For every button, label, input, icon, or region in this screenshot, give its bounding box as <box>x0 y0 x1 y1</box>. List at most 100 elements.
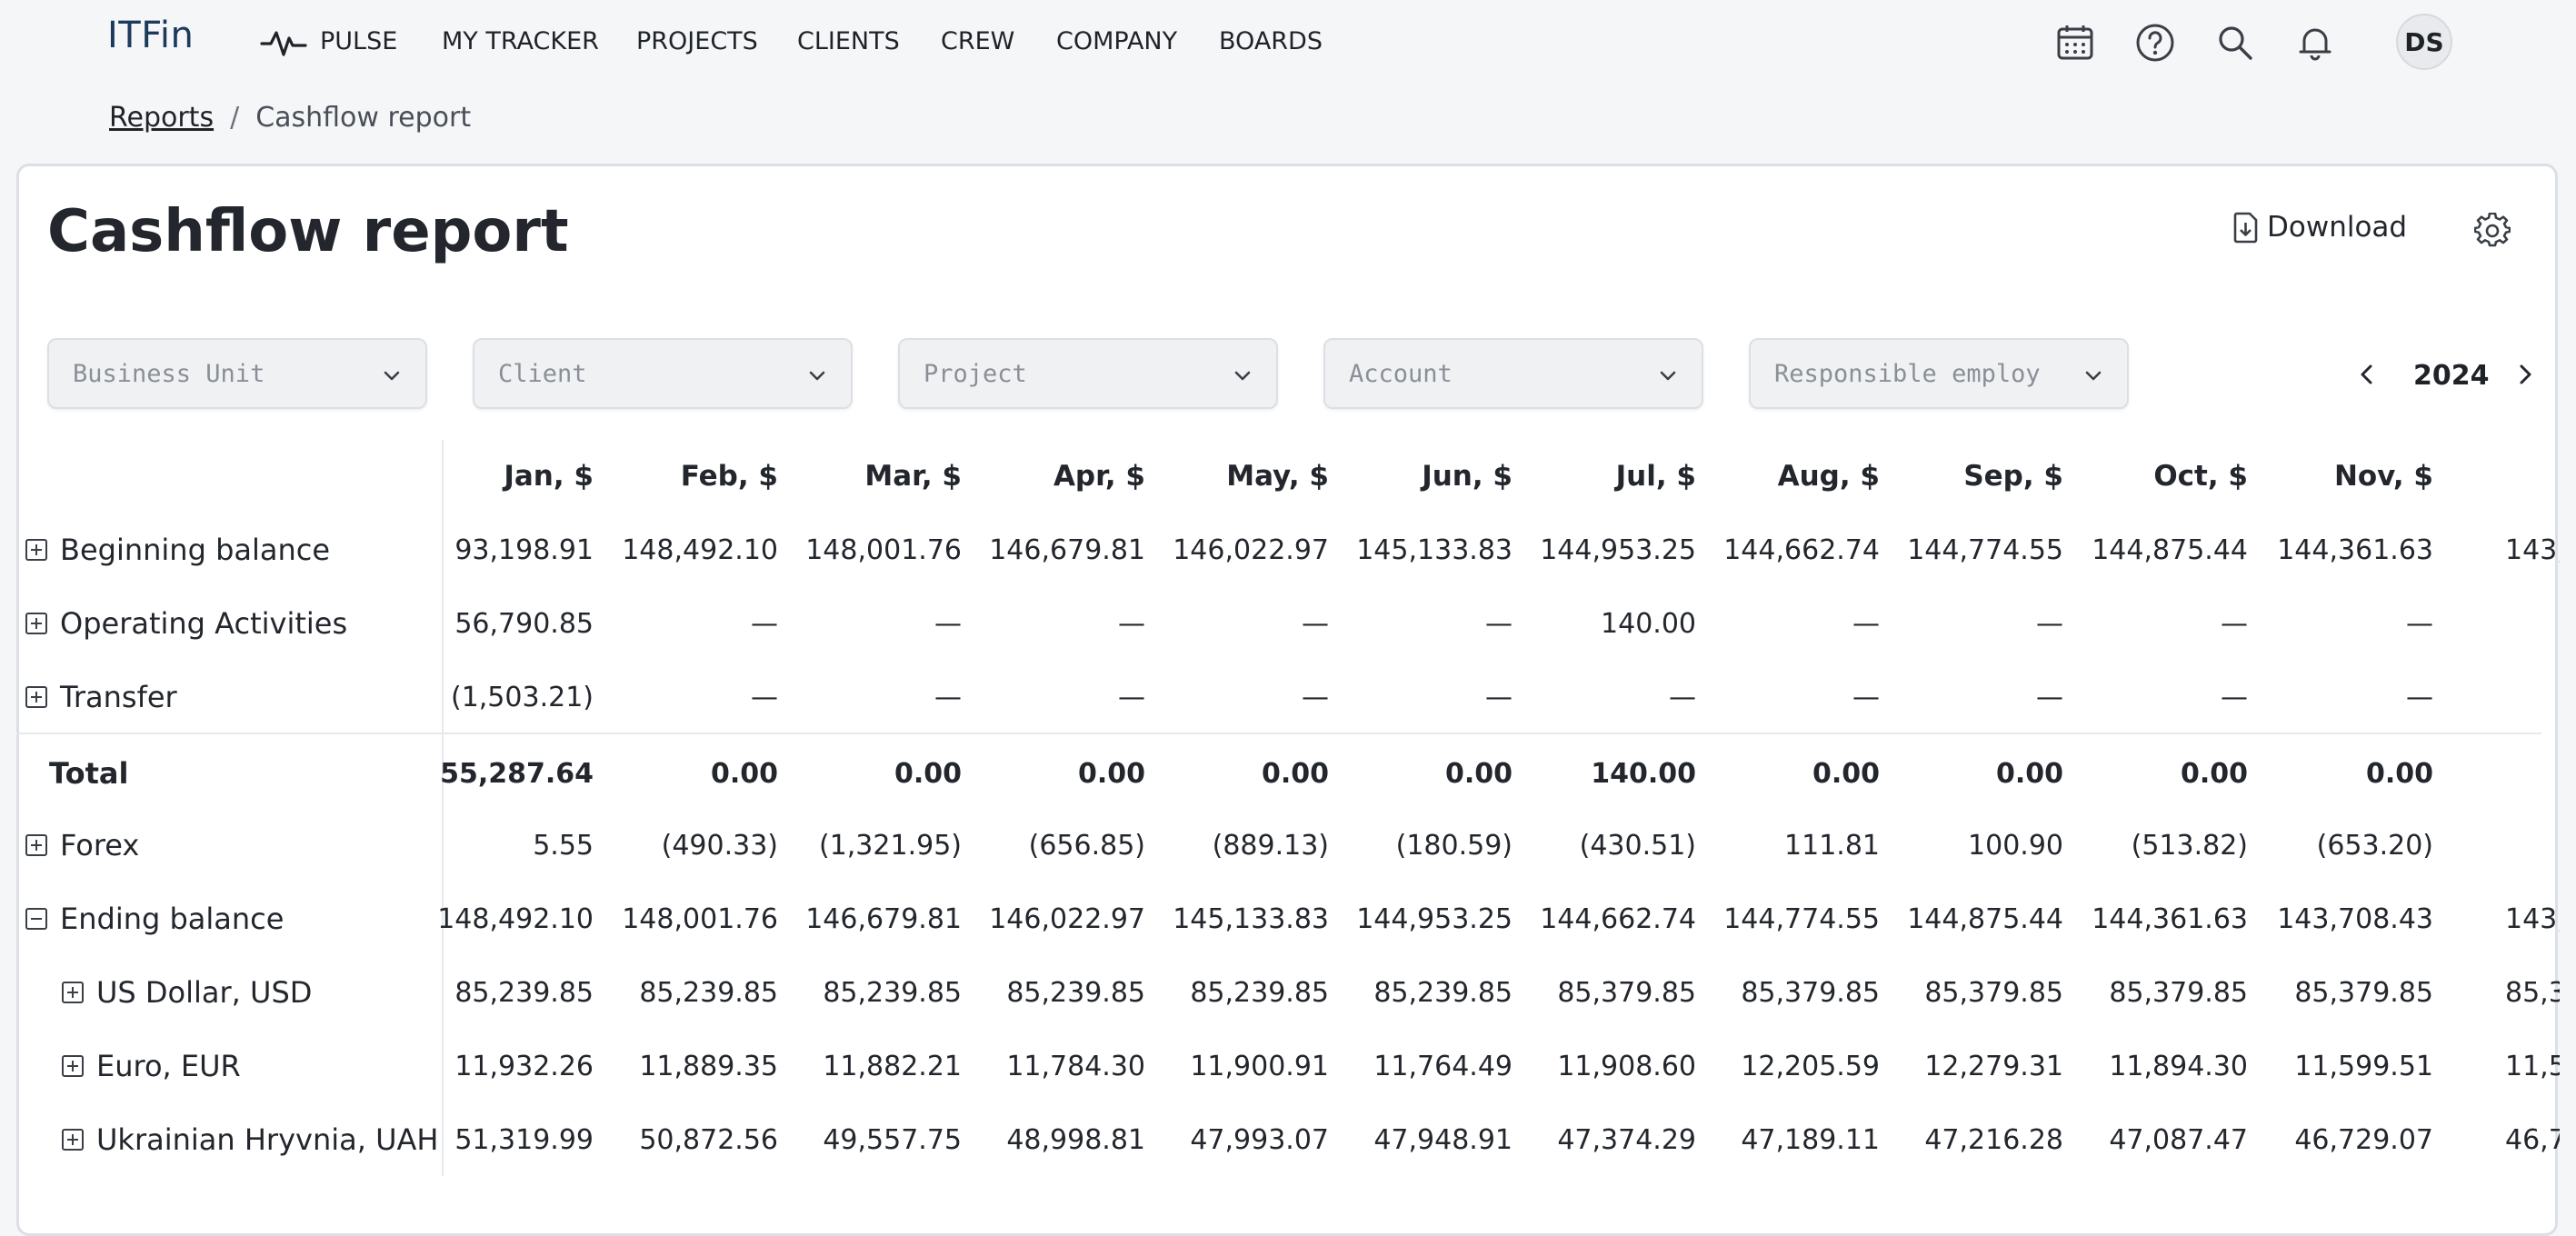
project-filter[interactable]: Project <box>898 338 1278 409</box>
breadcrumb-current: Cashflow report <box>255 102 472 134</box>
table-cell: 85,239.85 <box>639 977 778 1009</box>
table-cell: 11,784.30 <box>1006 1051 1145 1082</box>
client-filter[interactable]: Client <box>473 338 853 409</box>
search-icon[interactable] <box>2214 22 2256 64</box>
nav-my-tracker[interactable]: MY TRACKER <box>442 27 599 55</box>
breadcrumb-reports-link[interactable]: Reports <box>109 102 215 134</box>
table-cell: 144,662.74 <box>1540 903 1696 935</box>
table-cell: 144,662.74 <box>1723 534 1880 566</box>
help-icon[interactable] <box>2134 22 2176 64</box>
account-filter[interactable]: Account <box>1323 338 1703 409</box>
row-label-text: Total <box>49 756 129 791</box>
table-cell: 146,679.81 <box>989 534 1145 566</box>
table-cell: — <box>1852 608 1880 640</box>
row-label-text: Ending balance <box>60 902 285 936</box>
table-cell: — <box>1669 682 1696 713</box>
next-year-chevron-icon[interactable] <box>2512 362 2538 387</box>
table-cell: 111.81 <box>1784 830 1880 862</box>
row-label-text: Ukrainian Hryvnia, UAH <box>96 1122 439 1157</box>
table-cell: — <box>1118 608 1145 640</box>
table-cell: 144,953.25 <box>1540 534 1696 566</box>
download-button[interactable]: Download <box>2232 211 2407 244</box>
nav-clients[interactable]: CLIENTS <box>797 27 900 55</box>
table-cell-clipped: 143,7 <box>2505 903 2560 935</box>
column-header: Aug, $ <box>1777 460 1880 493</box>
table-cell: 50,872.56 <box>639 1124 778 1156</box>
table-cell: — <box>1852 682 1880 713</box>
table-cell: 0.00 <box>1444 758 1513 790</box>
calendar-icon[interactable] <box>2054 22 2096 64</box>
collapse-minus-icon[interactable] <box>25 908 47 930</box>
business-unit-filter[interactable]: Business Unit <box>47 338 427 409</box>
table-cell: — <box>2221 608 2248 640</box>
nav-projects[interactable]: PROJECTS <box>636 27 758 55</box>
table-cell: — <box>1485 682 1513 713</box>
table-cell: — <box>1302 682 1329 713</box>
table-cell: 47,374.29 <box>1557 1124 1696 1156</box>
nav-boards[interactable]: BOARDS <box>1219 27 1323 55</box>
business-unit-placeholder: Business Unit <box>73 359 265 388</box>
expand-plus-icon[interactable] <box>62 1055 84 1077</box>
table-cell: 144,774.55 <box>1723 903 1880 935</box>
table-cell: 85,239.85 <box>1373 977 1513 1009</box>
table-row-label: Transfer <box>25 680 177 714</box>
table-cell: 47,087.47 <box>2109 1124 2248 1156</box>
table-cell: (513.82) <box>2131 830 2248 862</box>
column-header: Jun, $ <box>1422 460 1513 493</box>
expand-plus-icon[interactable] <box>25 539 47 561</box>
pulse-icon <box>260 31 307 56</box>
table-cell: 144,774.55 <box>1907 534 2063 566</box>
prev-year-chevron-icon[interactable] <box>2354 362 2380 387</box>
table-cell: 0.00 <box>1812 758 1880 790</box>
table-cell: 0.00 <box>710 758 778 790</box>
responsible-employee-filter[interactable]: Responsible employ <box>1749 338 2129 409</box>
page-title: Cashflow report <box>47 198 569 265</box>
nav-pulse[interactable]: PULSE <box>320 27 398 55</box>
top-navigation: ITFin PULSE MY TRACKER PROJECTS CLIENTS … <box>0 0 2576 87</box>
user-avatar[interactable]: DS <box>2396 14 2452 70</box>
expand-plus-icon[interactable] <box>62 1129 84 1151</box>
table-column-divider <box>442 440 444 1176</box>
table-row-label: Total <box>49 756 128 791</box>
table-cell: 11,894.30 <box>2109 1051 2248 1082</box>
breadcrumb: Reports / Cashflow report <box>109 102 471 134</box>
table-cell: (1,503.21) <box>450 682 594 713</box>
table-cell: 47,948.91 <box>1373 1124 1513 1156</box>
table-cell: 144,361.63 <box>2092 903 2248 935</box>
bell-icon[interactable] <box>2294 22 2336 64</box>
table-cell: 85,239.85 <box>1190 977 1329 1009</box>
table-cell: — <box>2221 682 2248 713</box>
gear-icon[interactable] <box>2474 213 2511 249</box>
row-label-text: Euro, EUR <box>96 1049 241 1083</box>
project-placeholder: Project <box>924 359 1027 388</box>
expand-plus-icon[interactable] <box>62 982 84 1003</box>
expand-plus-icon[interactable] <box>25 613 47 634</box>
expand-plus-icon[interactable] <box>25 686 47 708</box>
table-cell: 85,379.85 <box>1924 977 2063 1009</box>
table-cell: 85,379.85 <box>1741 977 1880 1009</box>
table-row-label: Ukrainian Hryvnia, UAH <box>62 1122 438 1157</box>
chevron-down-icon <box>1660 371 1676 381</box>
table-cell: 5.55 <box>533 830 594 862</box>
table-cell: 145,133.83 <box>1173 903 1329 935</box>
table-cell: 85,239.85 <box>1006 977 1145 1009</box>
row-label-text: Forex <box>60 828 140 862</box>
table-cell: 143,708.43 <box>2277 903 2433 935</box>
expand-plus-icon[interactable] <box>25 834 47 856</box>
table-row-label: Euro, EUR <box>62 1049 241 1083</box>
nav-company[interactable]: COMPANY <box>1056 27 1178 55</box>
nav-crew[interactable]: CREW <box>941 27 1015 55</box>
row-label-text: Beginning balance <box>60 533 331 567</box>
table-cell: 51,319.99 <box>454 1124 594 1156</box>
table-cell: — <box>2406 682 2433 713</box>
client-placeholder: Client <box>498 359 587 388</box>
table-cell: 140.00 <box>1591 758 1696 790</box>
table-cell: 144,361.63 <box>2277 534 2433 566</box>
table-cell: (180.59) <box>1395 830 1513 862</box>
column-header: May, $ <box>1226 460 1329 493</box>
itfin-logo[interactable]: ITFin <box>107 15 195 56</box>
table-cell: 0.00 <box>894 758 962 790</box>
table-cell: 148,001.76 <box>805 534 962 566</box>
table-cell: 140.00 <box>1601 608 1696 640</box>
table-cell: — <box>751 682 778 713</box>
